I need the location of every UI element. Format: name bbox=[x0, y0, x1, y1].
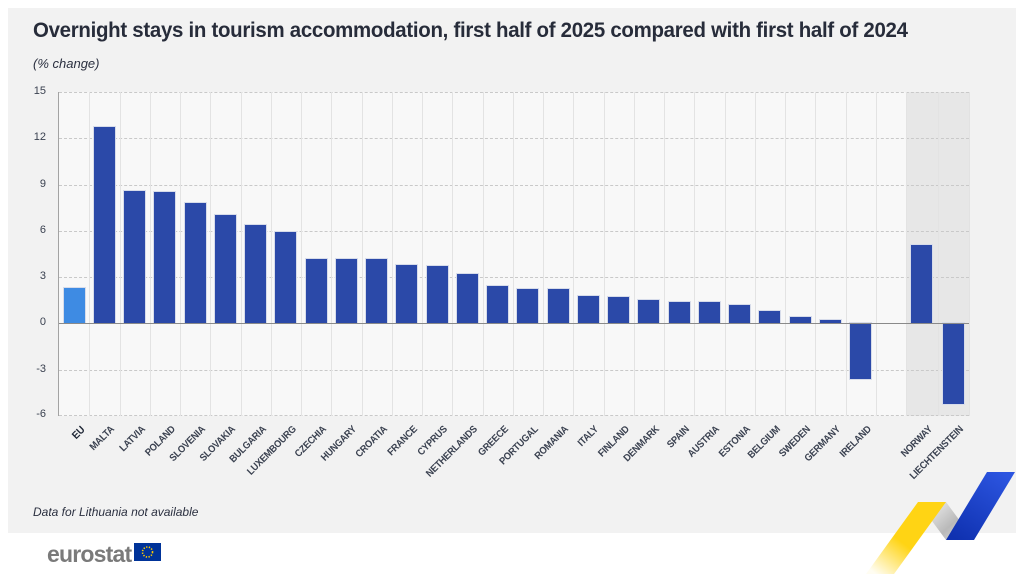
chart-subtitle: (% change) bbox=[33, 56, 100, 71]
v-gridline bbox=[391, 92, 393, 416]
eu-flag-icon bbox=[134, 543, 162, 566]
v-gridline bbox=[785, 92, 786, 416]
bar-france bbox=[396, 264, 418, 324]
v-gridline bbox=[482, 92, 484, 416]
h-gridline bbox=[59, 369, 969, 371]
bar-germany bbox=[819, 320, 841, 324]
eurostat-logo: eurostat bbox=[47, 541, 162, 568]
v-gridline bbox=[875, 92, 877, 416]
bar-austria bbox=[698, 301, 720, 324]
v-gridline bbox=[573, 92, 575, 416]
bar-cyprus bbox=[426, 266, 448, 324]
bar-norway bbox=[911, 244, 933, 324]
h-gridline bbox=[59, 415, 969, 416]
bar-slovenia bbox=[184, 203, 206, 324]
v-gridline bbox=[149, 92, 151, 416]
plot-area bbox=[58, 92, 970, 416]
h-gridline bbox=[59, 277, 969, 279]
bar-finland bbox=[608, 297, 630, 324]
bar-netherlands bbox=[456, 274, 478, 324]
bar-italy bbox=[577, 295, 599, 324]
bar-bulgaria bbox=[245, 224, 267, 324]
eurostat-logo-text: eurostat bbox=[47, 541, 132, 567]
v-gridline bbox=[845, 92, 847, 416]
v-gridline bbox=[210, 92, 212, 416]
bar-latvia bbox=[124, 190, 146, 324]
v-gridline bbox=[815, 92, 817, 416]
h-gridline bbox=[59, 92, 969, 93]
y-tick-label: 12 bbox=[33, 131, 46, 144]
zero-line bbox=[59, 323, 969, 325]
h-gridline bbox=[59, 138, 969, 140]
v-gridline bbox=[906, 92, 907, 416]
y-tick-label: 9 bbox=[39, 177, 46, 190]
y-tick-label: -3 bbox=[36, 362, 46, 375]
y-tick-label: 0 bbox=[39, 316, 46, 329]
h-gridline bbox=[59, 230, 969, 232]
bar-liechtenstein bbox=[942, 323, 964, 404]
v-gridline bbox=[301, 92, 302, 416]
bar-spain bbox=[668, 301, 690, 324]
v-gridline bbox=[119, 92, 121, 416]
y-tick-label: 3 bbox=[39, 270, 46, 283]
bar-romania bbox=[547, 289, 569, 324]
y-tick-label: -6 bbox=[36, 408, 46, 420]
v-gridline bbox=[452, 92, 454, 416]
v-gridline bbox=[512, 92, 514, 416]
y-tick-label: 15 bbox=[33, 85, 46, 97]
v-gridline bbox=[89, 92, 91, 416]
bar-eu bbox=[63, 287, 85, 324]
v-gridline bbox=[331, 92, 333, 416]
v-gridline bbox=[543, 92, 544, 416]
v-gridline bbox=[240, 92, 242, 416]
v-gridline bbox=[694, 92, 696, 416]
v-gridline bbox=[937, 92, 939, 416]
bar-croatia bbox=[366, 258, 388, 324]
bar-portugal bbox=[517, 289, 539, 324]
bar-belgium bbox=[759, 311, 781, 324]
v-gridline bbox=[422, 92, 423, 416]
chart-footnote: Data for Lithuania not available bbox=[33, 505, 199, 519]
v-gridline bbox=[724, 92, 726, 416]
ribbon-decoration-icon bbox=[852, 456, 1024, 579]
y-tick-label: 6 bbox=[39, 223, 46, 236]
bar-sweden bbox=[789, 317, 811, 324]
v-gridline bbox=[361, 92, 363, 416]
bar-slovakia bbox=[214, 215, 236, 324]
chart-title: Overnight stays in tourism accommodation… bbox=[33, 18, 908, 42]
bar-luxembourg bbox=[275, 232, 297, 324]
bar-denmark bbox=[638, 300, 660, 324]
bar-hungary bbox=[335, 258, 357, 324]
v-gridline bbox=[633, 92, 635, 416]
v-gridline bbox=[603, 92, 605, 416]
v-gridline bbox=[270, 92, 272, 416]
v-gridline bbox=[180, 92, 181, 416]
v-gridline bbox=[664, 92, 665, 416]
bar-malta bbox=[93, 127, 115, 324]
bar-poland bbox=[154, 192, 176, 324]
bar-greece bbox=[487, 286, 509, 324]
bar-estonia bbox=[729, 304, 751, 324]
h-gridline bbox=[59, 184, 969, 186]
v-gridline bbox=[754, 92, 756, 416]
bar-czechia bbox=[305, 258, 327, 324]
bar-ireland bbox=[850, 323, 872, 379]
